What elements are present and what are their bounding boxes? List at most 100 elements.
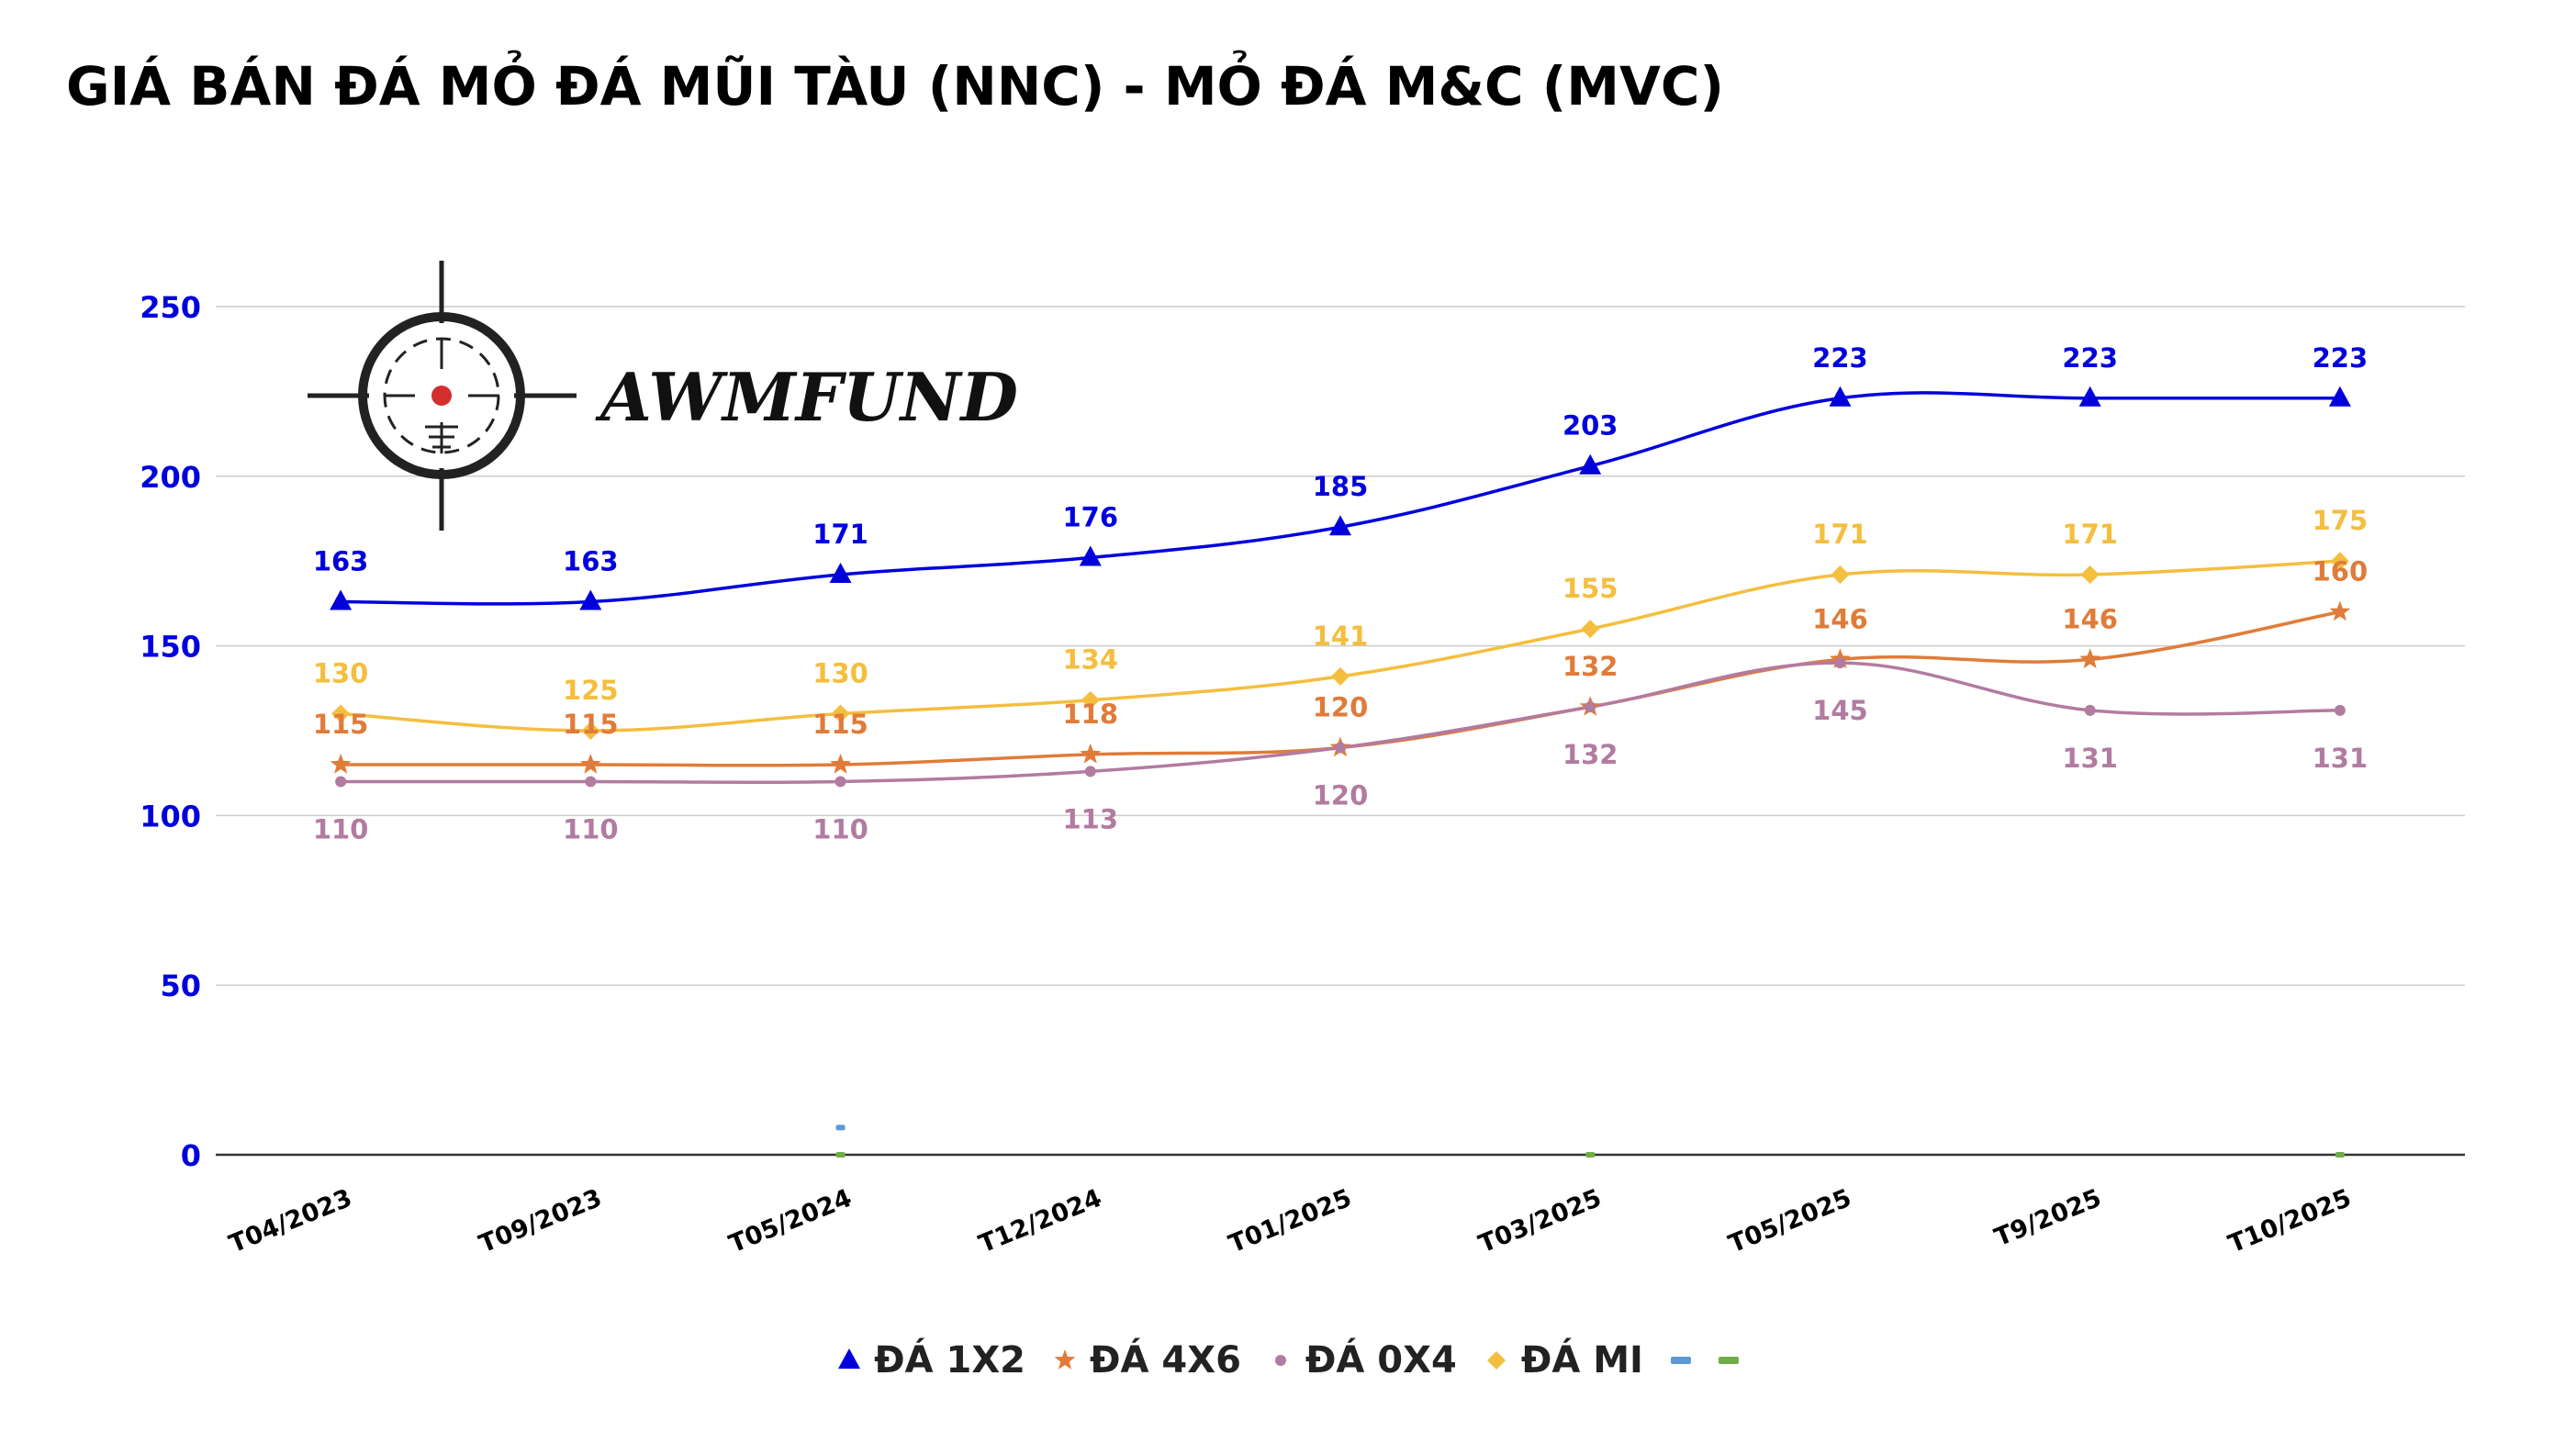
data-point-triangle	[829, 562, 852, 583]
legend-dash-icon	[1718, 1357, 1739, 1364]
data-label: 131	[2313, 743, 2369, 774]
data-point-star	[2079, 648, 2101, 669]
data-label: 185	[1313, 471, 1369, 502]
data-label: 118	[1063, 699, 1119, 730]
data-label: 120	[1313, 691, 1369, 722]
data-label: 171	[812, 519, 868, 550]
data-point-triangle	[2328, 386, 2351, 407]
data-point-diamond	[831, 704, 850, 723]
x-tick-label: T10/2025	[2224, 1184, 2355, 1259]
data-point-circle	[335, 776, 347, 788]
x-tick-label: T04/2023	[225, 1184, 355, 1259]
x-tick-label: T03/2025	[1474, 1184, 1605, 1259]
data-label: 110	[563, 813, 619, 845]
crosshair-scope-icon	[308, 261, 577, 531]
data-label: 120	[1313, 779, 1369, 811]
data-label: 171	[2062, 519, 2118, 550]
data-point-dash	[835, 1124, 846, 1131]
data-point-diamond	[1581, 620, 1600, 639]
data-point-circle	[2084, 704, 2096, 716]
legend: ĐÁ 1X2 ĐÁ 4X6 ĐÁ 0X4 ĐÁ MI	[0, 1333, 2576, 1388]
x-tick-label: T01/2025	[1225, 1184, 1355, 1259]
x-axis-ticks: T04/2023 T09/2023 T05/2024 T12/2024 T01/2025…	[225, 1184, 2355, 1259]
data-label: 171	[1812, 519, 1868, 550]
data-point-dash	[1585, 1152, 1596, 1158]
x-tick-label: T05/2025	[1725, 1184, 1855, 1259]
data-point-star	[1080, 743, 1102, 764]
data-point-star	[1054, 1349, 1076, 1370]
legend-marker-triangle-icon	[838, 1348, 861, 1369]
legend-marker-diamond-icon	[1486, 1351, 1506, 1370]
data-point-triangle	[330, 589, 353, 610]
legend-label: ĐÁ 0X4	[1305, 1339, 1457, 1381]
x-tick-label: T05/2024	[725, 1184, 856, 1259]
data-point-dash	[2335, 1152, 2345, 1158]
data-label: 223	[1812, 342, 1868, 374]
x-tick-label: T12/2024	[975, 1184, 1105, 1259]
data-point-triangle	[1079, 545, 1102, 566]
data-point-circle	[2334, 704, 2346, 716]
data-label: 130	[313, 658, 369, 689]
data-point-diamond	[1486, 1351, 1506, 1370]
y-tick-label: 200	[140, 460, 201, 495]
legend-marker-circle-icon	[1274, 1355, 1286, 1366]
series-lines	[340, 391, 2341, 785]
data-point-diamond	[1081, 690, 1100, 710]
legend-item	[1718, 1357, 1739, 1364]
legend-item: ĐÁ 4X6	[1053, 1339, 1241, 1381]
y-tick-label: 250	[140, 290, 201, 325]
legend-item	[1670, 1357, 1691, 1364]
data-label: 110	[812, 813, 868, 845]
series-markers	[330, 386, 2351, 1158]
data-point-diamond	[2080, 565, 2100, 584]
data-label: 141	[1313, 621, 1369, 652]
awmfund-logo: AWMFUND	[308, 261, 1018, 531]
data-label: 110	[313, 813, 369, 845]
data-point-diamond	[2330, 552, 2349, 571]
data-point-diamond	[581, 722, 600, 740]
data-label: 203	[1562, 410, 1618, 442]
data-point-triangle	[1829, 386, 1852, 407]
data-label: 145	[1812, 695, 1868, 726]
legend-label: ĐÁ MI	[1520, 1339, 1643, 1381]
data-point-star	[330, 754, 352, 774]
data-label: 146	[2062, 603, 2118, 634]
legend-label: ĐÁ 1X2	[874, 1339, 1025, 1381]
legend-label: ĐÁ 4X6	[1090, 1339, 1241, 1381]
data-label: 115	[313, 709, 369, 740]
data-point-circle	[834, 776, 846, 788]
data-point-triangle	[579, 589, 602, 610]
data-point-diamond	[1331, 666, 1350, 686]
y-tick-label: 100	[140, 799, 201, 833]
legend-item: ĐÁ 0X4	[1269, 1339, 1457, 1381]
data-label: 115	[563, 709, 619, 740]
y-tick-label: 50	[160, 968, 201, 1003]
data-point-circle	[1274, 1355, 1286, 1366]
data-point-star	[2329, 600, 2351, 621]
data-label: 125	[563, 675, 619, 706]
y-tick-label: 150	[140, 630, 201, 665]
data-label: 113	[1063, 803, 1119, 834]
data-point-circle	[1834, 657, 1846, 669]
data-point-circle	[585, 776, 597, 788]
data-point-triangle	[1579, 453, 1602, 475]
data-point-dash	[835, 1152, 846, 1158]
x-tick-label: T9/2025	[1990, 1184, 2105, 1253]
legend-marker-star-icon	[1054, 1349, 1076, 1370]
chart-title: GIÁ BÁN ĐÁ MỎ ĐÁ MŨI TÀU (NNC) - MỎ ĐÁ M…	[66, 55, 1724, 117]
data-label: 131	[2062, 743, 2118, 774]
data-label: 130	[812, 658, 868, 689]
y-tick-label: 0	[181, 1138, 201, 1173]
data-label: 134	[1063, 644, 1119, 676]
legend-item: ĐÁ MI	[1484, 1339, 1643, 1381]
data-point-triangle	[2078, 386, 2101, 407]
data-point-star	[830, 754, 851, 774]
data-point-star	[579, 754, 601, 774]
data-label: 132	[1562, 739, 1618, 770]
data-label: 163	[313, 546, 369, 577]
legend-item: ĐÁ 1X2	[837, 1339, 1025, 1381]
data-label: 163	[563, 546, 619, 577]
data-point-circle	[1585, 701, 1596, 713]
data-label: 160	[2313, 556, 2369, 587]
